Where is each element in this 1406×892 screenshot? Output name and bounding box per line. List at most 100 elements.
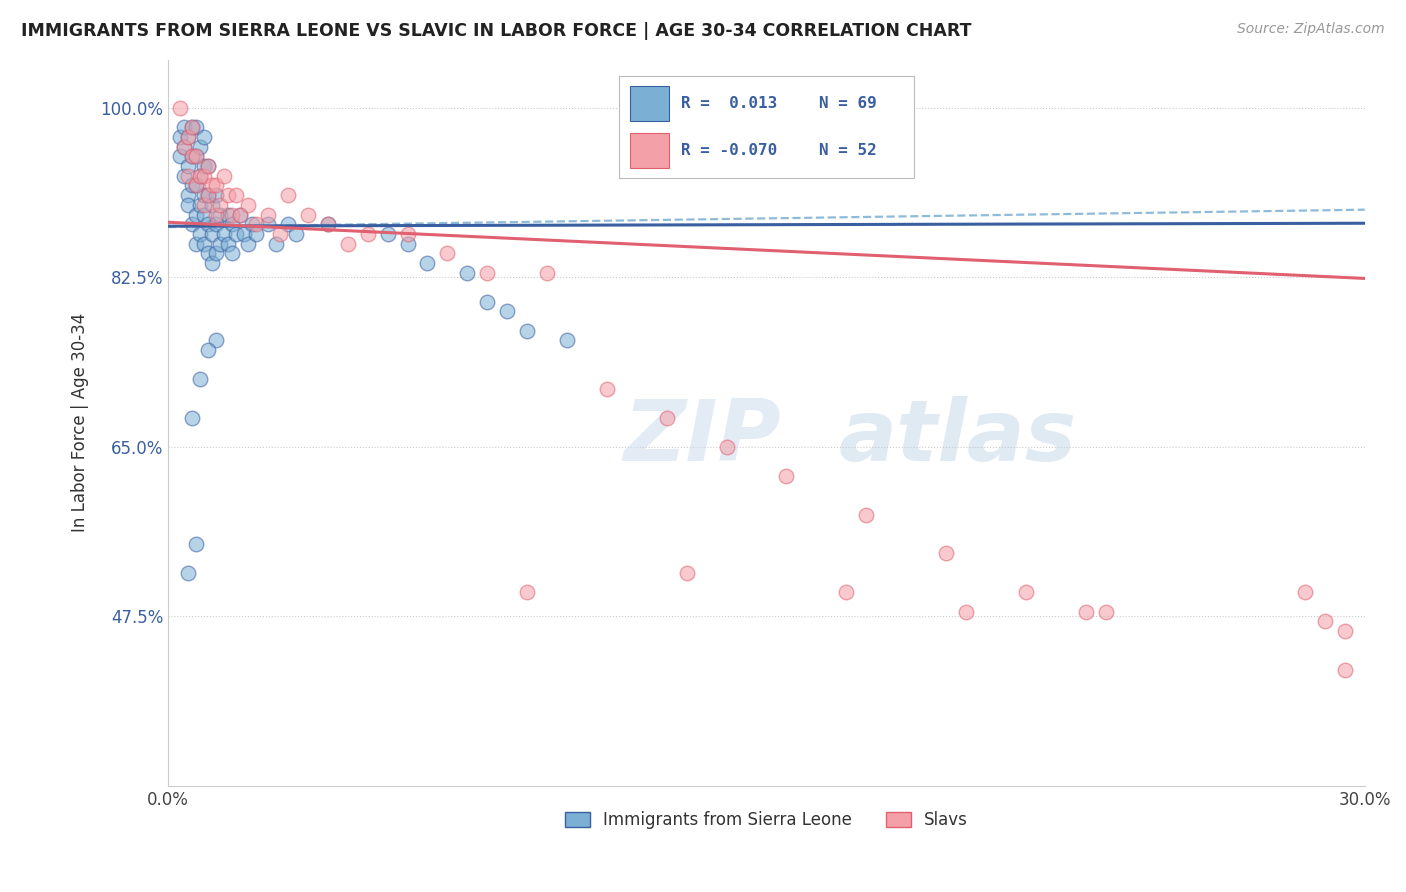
Point	[316, 217, 339, 231]
Point	[193, 207, 215, 221]
Point	[181, 178, 204, 193]
Point	[221, 207, 243, 221]
Point	[225, 227, 247, 241]
Point	[245, 217, 267, 231]
Point	[193, 159, 215, 173]
Point	[181, 120, 204, 135]
Point	[221, 217, 243, 231]
Point	[177, 159, 200, 173]
Point	[169, 101, 191, 115]
Point	[177, 188, 200, 202]
Point	[193, 169, 215, 183]
Point	[416, 256, 439, 270]
Point	[225, 188, 247, 202]
Point	[181, 410, 204, 425]
Point	[257, 207, 280, 221]
Point	[201, 256, 224, 270]
Text: R = -0.070: R = -0.070	[681, 144, 778, 158]
Point	[205, 207, 228, 221]
Point	[1074, 605, 1097, 619]
Point	[188, 169, 211, 183]
Point	[496, 304, 519, 318]
Point	[377, 227, 399, 241]
Point	[173, 140, 195, 154]
Point	[184, 207, 207, 221]
Point	[197, 246, 219, 260]
Point	[188, 372, 211, 386]
Point	[193, 236, 215, 251]
Text: N = 52: N = 52	[820, 144, 877, 158]
Point	[184, 120, 207, 135]
Legend: Immigrants from Sierra Leone, Slavs: Immigrants from Sierra Leone, Slavs	[558, 805, 974, 836]
Point	[184, 149, 207, 163]
Point	[205, 334, 228, 348]
Point	[436, 246, 458, 260]
Point	[205, 188, 228, 202]
Point	[209, 198, 232, 212]
Point	[555, 334, 578, 348]
Point	[536, 266, 558, 280]
Point	[197, 159, 219, 173]
Point	[775, 469, 797, 483]
Y-axis label: In Labor Force | Age 30-34: In Labor Force | Age 30-34	[72, 313, 89, 533]
Point	[284, 227, 307, 241]
Point	[257, 217, 280, 231]
Point	[181, 217, 204, 231]
Point	[1015, 585, 1038, 599]
Point	[201, 227, 224, 241]
Point	[188, 198, 211, 212]
Point	[173, 120, 195, 135]
Point	[173, 140, 195, 154]
Point	[209, 207, 232, 221]
Point	[277, 217, 299, 231]
Point	[209, 236, 232, 251]
Point	[655, 410, 678, 425]
Point	[169, 130, 191, 145]
Point	[516, 585, 538, 599]
Text: ZIP: ZIP	[623, 396, 780, 479]
Text: atlas: atlas	[838, 396, 1077, 479]
Point	[855, 508, 877, 522]
Point	[184, 178, 207, 193]
Point	[955, 605, 977, 619]
Point	[1294, 585, 1316, 599]
Point	[197, 188, 219, 202]
Point	[716, 440, 738, 454]
Text: N = 69: N = 69	[820, 96, 877, 111]
Text: IMMIGRANTS FROM SIERRA LEONE VS SLAVIC IN LABOR FORCE | AGE 30-34 CORRELATION CH: IMMIGRANTS FROM SIERRA LEONE VS SLAVIC I…	[21, 22, 972, 40]
Point	[477, 294, 499, 309]
Point	[233, 227, 256, 241]
Point	[935, 546, 957, 560]
Point	[269, 227, 291, 241]
Point	[193, 198, 215, 212]
Point	[197, 188, 219, 202]
Point	[217, 188, 239, 202]
Point	[1333, 624, 1355, 638]
Point	[516, 324, 538, 338]
Point	[181, 149, 204, 163]
Point	[188, 227, 211, 241]
Point	[197, 159, 219, 173]
Point	[205, 246, 228, 260]
Point	[229, 207, 252, 221]
Point	[205, 178, 228, 193]
Point	[221, 246, 243, 260]
Point	[197, 217, 219, 231]
Point	[201, 198, 224, 212]
Text: Source: ZipAtlas.com: Source: ZipAtlas.com	[1237, 22, 1385, 37]
Point	[184, 236, 207, 251]
Point	[177, 169, 200, 183]
Point	[177, 130, 200, 145]
Point	[264, 236, 287, 251]
Point	[184, 178, 207, 193]
Point	[456, 266, 478, 280]
Point	[177, 566, 200, 580]
Point	[205, 217, 228, 231]
Point	[197, 343, 219, 357]
Point	[835, 585, 858, 599]
Bar	[630, 87, 669, 121]
Point	[169, 149, 191, 163]
Point	[193, 188, 215, 202]
Point	[212, 169, 235, 183]
Text: R =  0.013: R = 0.013	[681, 96, 778, 111]
